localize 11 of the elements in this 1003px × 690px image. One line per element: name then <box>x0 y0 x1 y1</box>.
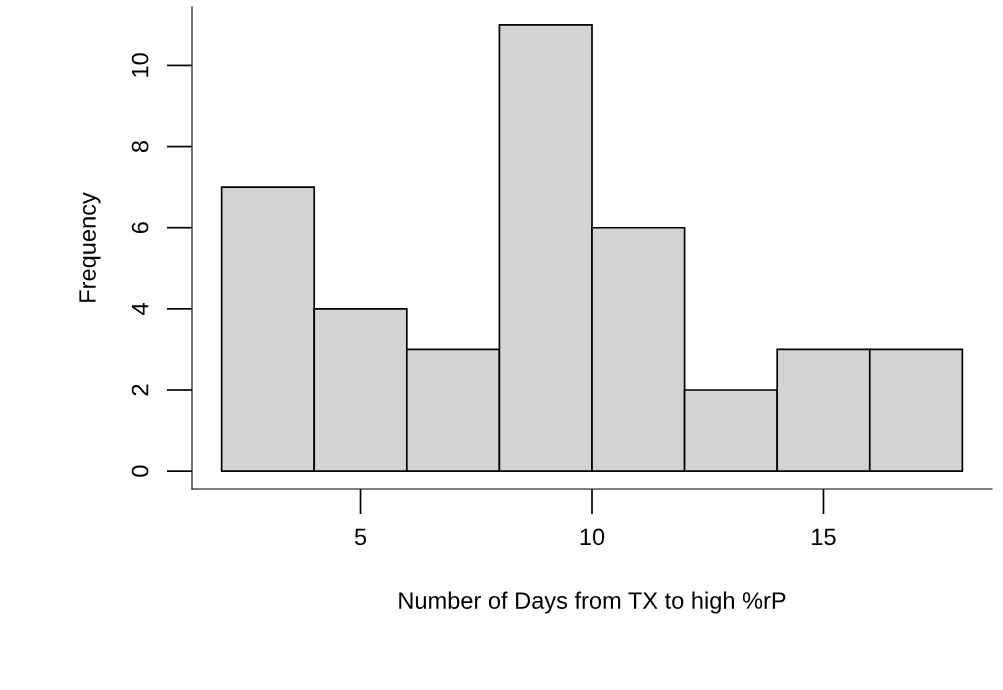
y-tick-label: 4 <box>131 302 149 315</box>
y-tick-label: 6 <box>131 222 149 234</box>
y-tick-label: 10 <box>131 53 149 77</box>
y-tick-label: 0 <box>131 465 149 477</box>
y-tick-label: 2 <box>131 384 149 396</box>
x-tick-label: 10 <box>580 528 605 546</box>
y-tick-label: 8 <box>131 141 149 153</box>
x-axis-title: Number of Days from TX to high %rP <box>399 591 786 614</box>
x-tick-label: 15 <box>812 528 836 546</box>
y-axis-title: Frequency <box>79 192 101 302</box>
x-tick-label: 5 <box>354 528 367 546</box>
